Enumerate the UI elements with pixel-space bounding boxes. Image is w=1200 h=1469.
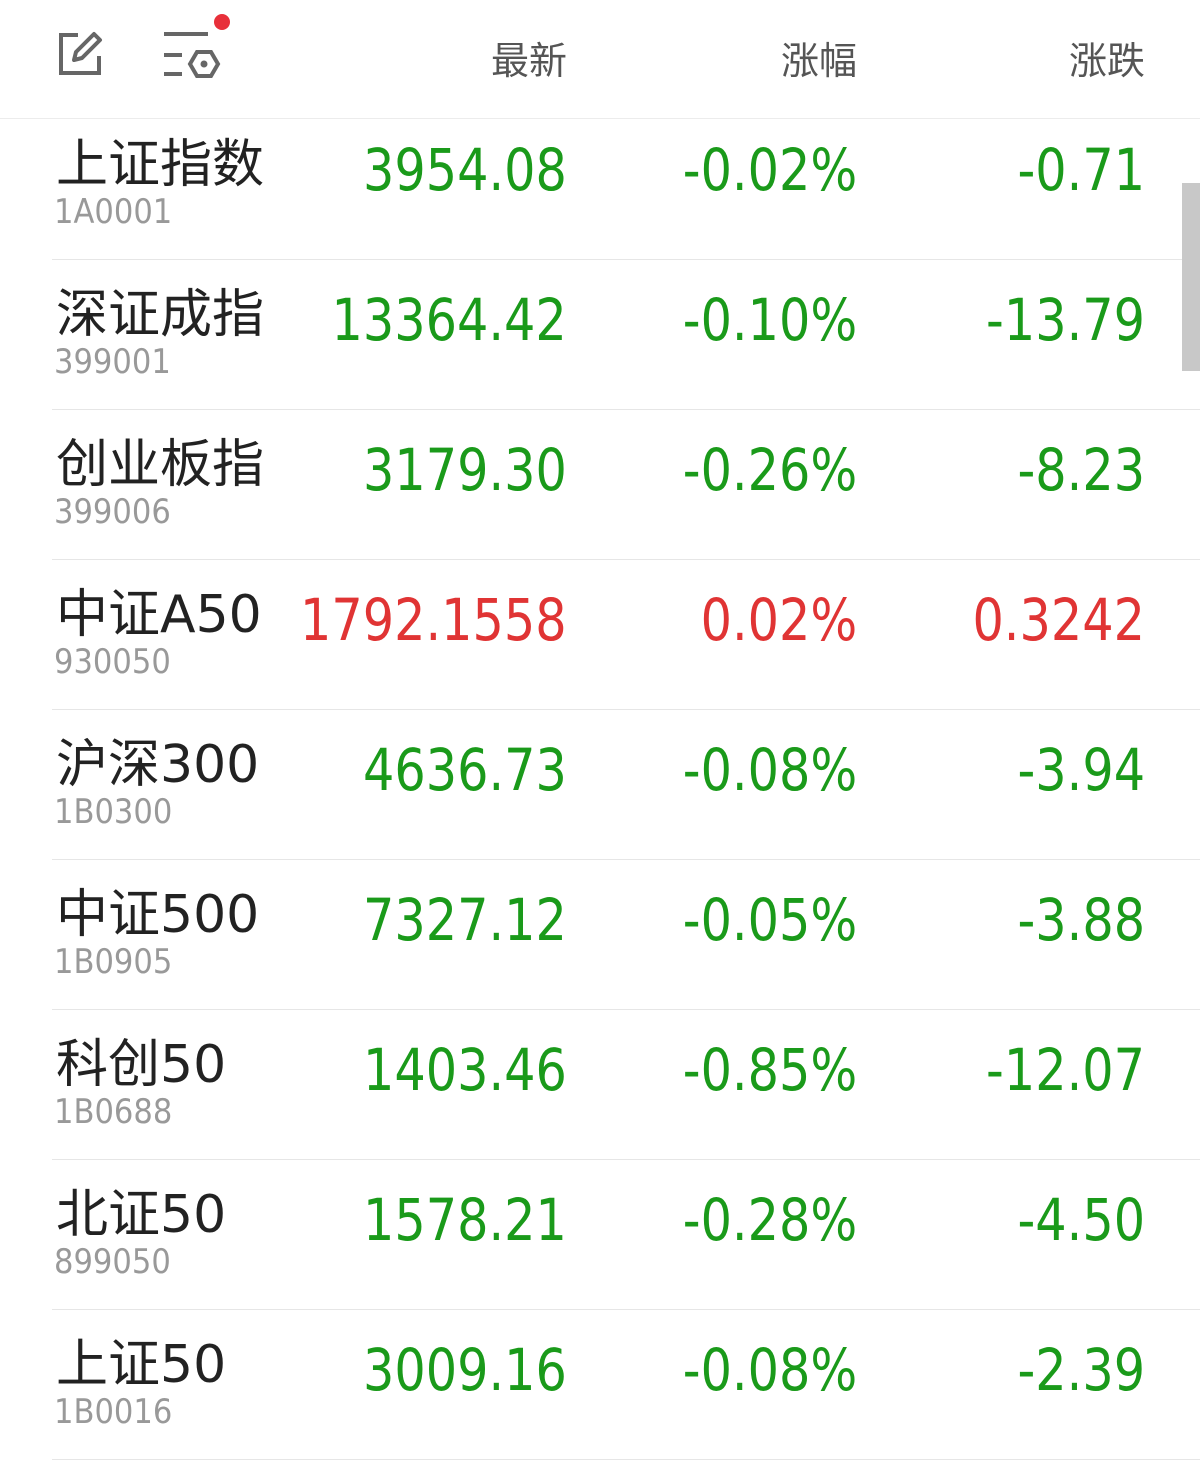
column-header-latest[interactable]: 最新 — [490, 39, 567, 83]
change-value: -2.39 — [1017, 1336, 1145, 1404]
list-settings-icon[interactable] — [160, 12, 236, 80]
index-code: 1B0300 — [54, 792, 173, 832]
column-header-change-percent[interactable]: 涨幅 — [780, 39, 857, 83]
index-row[interactable]: 沪深300 1B0300 4636.73 -0.08% -3.94 — [52, 710, 1200, 860]
index-name: 科创50 — [56, 1035, 227, 1095]
index-row[interactable]: 中证500 1B0905 7327.12 -0.05% -3.88 — [52, 860, 1200, 1010]
latest-price: 3954.08 — [363, 136, 567, 204]
change-percent: -0.10% — [682, 286, 857, 354]
change-percent: -0.85% — [682, 1036, 857, 1104]
notification-dot — [214, 14, 230, 30]
latest-price: 1792.1558 — [300, 586, 567, 654]
change-value: -12.07 — [986, 1036, 1145, 1104]
index-name: 上证指数 — [56, 135, 265, 195]
index-name: 深证成指 — [56, 285, 265, 345]
index-name: 中证A50 — [56, 585, 262, 645]
latest-price: 7327.12 — [363, 886, 567, 954]
index-code: 399001 — [54, 342, 171, 382]
change-percent: -0.28% — [682, 1186, 857, 1254]
latest-price: 3009.16 — [363, 1336, 567, 1404]
index-code: 899050 — [54, 1242, 171, 1282]
change-percent: -0.08% — [682, 736, 857, 804]
change-percent: -0.26% — [682, 436, 857, 504]
change-value: 0.3242 — [972, 586, 1145, 654]
index-name: 沪深300 — [56, 735, 260, 795]
index-row[interactable]: 北证50 899050 1578.21 -0.28% -4.50 — [52, 1160, 1200, 1310]
index-row[interactable]: 科创50 1B0688 1403.46 -0.85% -12.07 — [52, 1010, 1200, 1160]
change-value: -4.50 — [1017, 1186, 1145, 1254]
column-header-change[interactable]: 涨跌 — [1068, 39, 1145, 83]
latest-price: 1403.46 — [363, 1036, 567, 1104]
change-value: -0.71 — [1017, 136, 1145, 204]
change-value: -3.88 — [1017, 886, 1145, 954]
change-value: -3.94 — [1017, 736, 1145, 804]
change-value: -13.79 — [986, 286, 1145, 354]
change-value: -8.23 — [1017, 436, 1145, 504]
index-row[interactable]: 创业板指 399006 3179.30 -0.26% -8.23 — [52, 410, 1200, 560]
index-row[interactable]: 上证指数 1A0001 3954.08 -0.02% -0.71 — [52, 118, 1200, 260]
index-name: 创业板指 — [56, 435, 265, 495]
change-percent: -0.05% — [682, 886, 857, 954]
index-name: 北证50 — [56, 1185, 227, 1245]
index-code: 399006 — [54, 492, 171, 532]
latest-price: 13364.42 — [331, 286, 567, 354]
change-percent: 0.02% — [700, 586, 857, 654]
scrollbar[interactable] — [1182, 183, 1200, 371]
index-code: 1B0905 — [54, 942, 173, 982]
change-percent: -0.02% — [682, 136, 857, 204]
index-code: 1B0688 — [54, 1092, 173, 1132]
latest-price: 3179.30 — [363, 436, 567, 504]
index-row[interactable]: 上证50 1B0016 3009.16 -0.08% -2.39 — [52, 1310, 1200, 1460]
list-header: 最新 涨幅 涨跌 — [0, 0, 1200, 119]
index-code: 1B0016 — [54, 1392, 173, 1432]
change-percent: -0.08% — [682, 1336, 857, 1404]
latest-price: 4636.73 — [363, 736, 567, 804]
latest-price: 1578.21 — [363, 1186, 567, 1254]
index-code: 1A0001 — [54, 192, 173, 232]
edit-icon[interactable] — [56, 30, 104, 78]
index-code: 930050 — [54, 642, 171, 682]
index-name: 上证50 — [56, 1335, 227, 1395]
index-row[interactable]: 中证A50 930050 1792.1558 0.02% 0.3242 — [52, 560, 1200, 710]
index-name: 中证500 — [56, 885, 260, 945]
index-row[interactable]: 深证成指 399001 13364.42 -0.10% -13.79 — [52, 260, 1200, 410]
